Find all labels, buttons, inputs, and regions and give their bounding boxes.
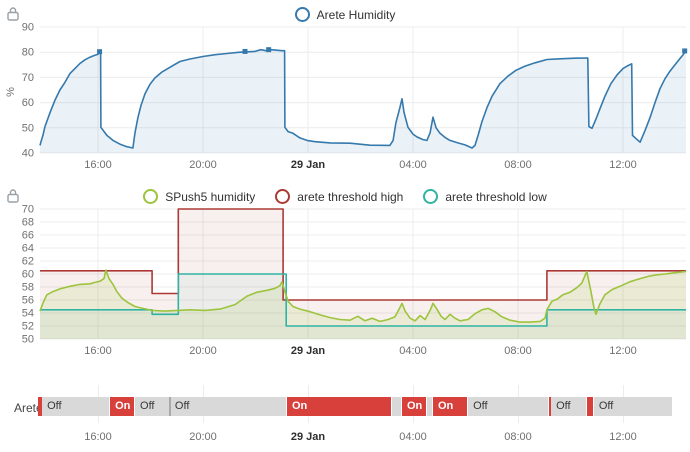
- legend-label: arete threshold low: [445, 189, 547, 204]
- timeline-segment-off[interactable]: Off: [42, 397, 110, 416]
- y-tick-label: 62: [22, 256, 34, 268]
- timeline-segment-on[interactable]: [586, 397, 593, 416]
- y-tick-label: 52: [22, 321, 34, 333]
- timeline-segment-on[interactable]: On: [401, 397, 426, 416]
- x-tick-label: 16:00: [84, 159, 112, 171]
- threshold-high-swatch-icon: [275, 189, 291, 204]
- y-tick-label: 60: [22, 269, 34, 281]
- timeline-segment-off[interactable]: Off: [551, 397, 586, 416]
- y-tick-label: 66: [22, 230, 34, 242]
- legend-item-threshold-high[interactable]: arete threshold high: [275, 189, 403, 204]
- y-tick-label: 70: [22, 72, 34, 84]
- timeline-segment-on[interactable]: [37, 397, 43, 416]
- x-tick-label: 29 Jan: [291, 345, 326, 357]
- y-tick-label: 80: [22, 47, 34, 59]
- legend-label: Arete Humidity: [316, 7, 396, 22]
- timeline-segment-off[interactable]: [426, 397, 432, 416]
- legend-label: arete threshold high: [297, 189, 404, 204]
- timeline-segment-off[interactable]: [392, 397, 401, 416]
- arete-threshold-high-fill: [40, 209, 686, 339]
- x-tick-label: 04:00: [399, 345, 427, 357]
- lock-icon[interactable]: [6, 6, 20, 21]
- arete-humidity-marker: [682, 48, 688, 54]
- lock-icon[interactable]: [6, 188, 20, 203]
- y-tick-label: 58: [22, 282, 34, 294]
- x-tick-label: 12:00: [609, 159, 637, 171]
- arete-threshold-high-line: [40, 208, 686, 301]
- x-tick-label: 16:00: [84, 345, 112, 357]
- x-tick-label: 29 Jan: [291, 159, 326, 171]
- arete-humidity-chart[interactable]: 90 80 70 60 50 40 16:00 20:00 29 Jan 04:00 08:00 12…: [0, 0, 690, 180]
- y-tick-label: 54: [22, 308, 34, 320]
- x-tick-label: 29 Jan: [290, 431, 326, 443]
- timeline-segment-on[interactable]: On: [287, 397, 391, 416]
- arete-humidity-fill: [40, 49, 686, 154]
- y-tick-label: 64: [22, 243, 34, 255]
- x-tick-label: 08:00: [504, 431, 532, 443]
- timeline-row-label: Arete: [14, 401, 43, 415]
- legend-item-threshold-low[interactable]: arete threshold low: [423, 189, 547, 204]
- x-tick-label: 04:00: [399, 159, 427, 171]
- spush5-humidity-line: [39, 269, 687, 323]
- timeline-segment-on[interactable]: On: [432, 397, 468, 416]
- arete-humidity-line: [39, 48, 687, 149]
- top-chart-legend: Arete Humidity: [0, 7, 690, 22]
- x-tick-label: 16:00: [84, 431, 112, 443]
- timeline-segment-on[interactable]: On: [110, 397, 134, 416]
- y-tick-label: 90: [22, 22, 34, 34]
- x-tick-label: 04:00: [399, 431, 427, 443]
- timeline-segment-off[interactable]: Off: [468, 397, 548, 416]
- y-tick-label: 70: [22, 204, 34, 216]
- arete-humidity-swatch-icon: [294, 7, 310, 22]
- y-tick-label: 40: [22, 148, 34, 160]
- timeline-segment-off[interactable]: Off: [593, 397, 672, 416]
- spush5-humidity-fill: [40, 270, 686, 339]
- x-tick-label: 08:00: [504, 159, 532, 171]
- legend-item-arete-humidity[interactable]: Arete Humidity: [294, 7, 396, 22]
- x-tick-label: 12:00: [609, 431, 637, 443]
- timeline-segment-off[interactable]: Off: [135, 397, 169, 416]
- legend-label: SPush5 humidity: [165, 189, 256, 204]
- spush5-humidity-swatch-icon: [143, 189, 159, 204]
- y-tick-label: 68: [22, 217, 34, 229]
- threshold-low-swatch-icon: [423, 189, 439, 204]
- arete-threshold-low-fill: [40, 274, 686, 339]
- arete-humidity-marker: [97, 49, 103, 55]
- arete-humidity-marker: [242, 48, 248, 54]
- legend-item-spush5-humidity[interactable]: SPush5 humidity: [143, 189, 255, 204]
- y-tick-label: 60: [22, 97, 34, 109]
- x-tick-label: 12:00: [609, 345, 637, 357]
- arete-humidity-marker: [266, 47, 272, 53]
- x-tick-label: 20:00: [189, 345, 217, 357]
- timeline-segment-divider: [168, 397, 171, 416]
- middle-chart-legend: SPush5 humidity arete threshold high are…: [0, 189, 690, 204]
- arete-threshold-low-line: [40, 273, 686, 327]
- timeline-segment-off[interactable]: Off: [169, 397, 286, 416]
- y-tick-label: 50: [22, 334, 34, 346]
- x-tick-label: 08:00: [504, 345, 532, 357]
- x-tick-label: 20:00: [189, 431, 217, 443]
- y-tick-label: 56: [22, 295, 34, 307]
- x-tick-label: 20:00: [189, 159, 217, 171]
- y-tick-label: 50: [22, 122, 34, 134]
